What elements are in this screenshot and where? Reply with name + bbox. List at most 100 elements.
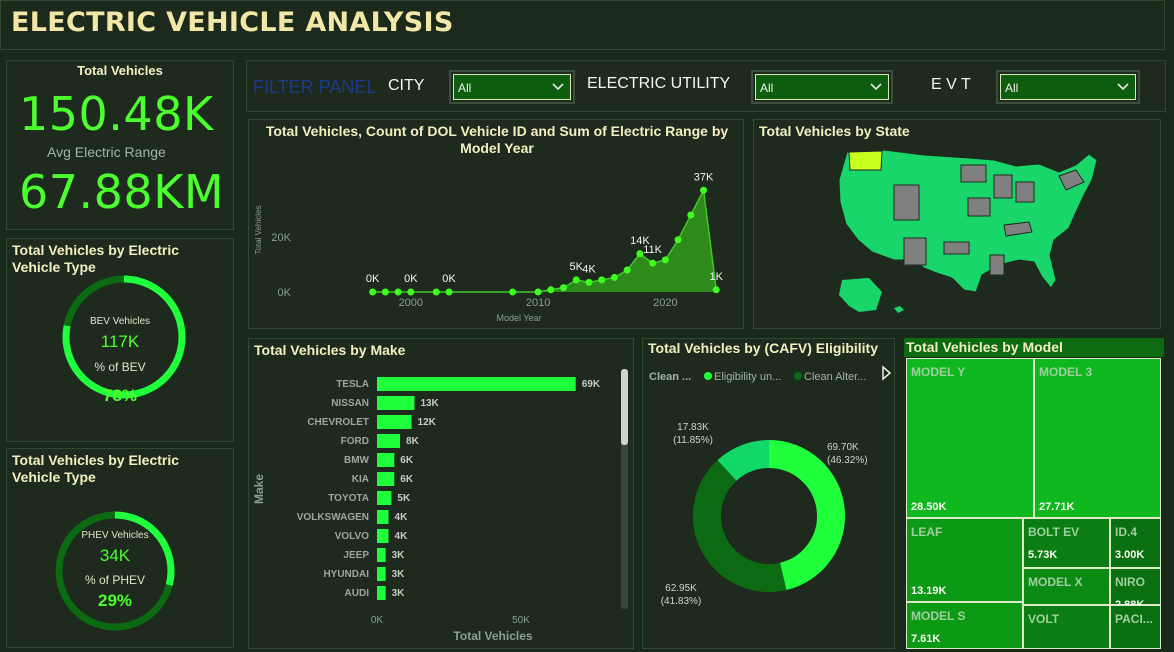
treemap-tile-model-s[interactable]: MODEL S 7.61K	[906, 602, 1023, 649]
city-dropdown[interactable]: All	[449, 70, 575, 104]
legend-title: Clean ...	[649, 371, 691, 383]
area-fill	[372, 190, 717, 292]
treemap-tile-value: 27.71K	[1039, 501, 1075, 513]
area-data-label: 14K	[630, 235, 650, 247]
treemap-tile-value: 13.19K	[911, 585, 947, 597]
area-point	[560, 284, 568, 292]
treemap-tile-model-x[interactable]: MODEL X	[1023, 568, 1110, 605]
bev-card: Total Vehicles by Electric Vehicle Type …	[6, 238, 234, 442]
slice-value-label: 17.83K	[677, 422, 709, 433]
legend-swatch-eligibility	[704, 372, 712, 380]
bar-volvo	[377, 529, 389, 543]
treemap-tile-id-4[interactable]: ID.4 3.00K	[1110, 518, 1161, 568]
evt-dropdown-value: All	[1005, 81, 1019, 95]
area-point	[610, 273, 618, 281]
area-point	[649, 259, 657, 267]
bar-tesla	[377, 377, 576, 391]
phev-ring-label: PHEV Vehicles	[81, 530, 149, 541]
bar-volkswagen	[377, 510, 389, 524]
scrollbar-thumb[interactable]	[621, 369, 628, 445]
treemap-tile-name: MODEL X	[1028, 575, 1083, 589]
treemap-tile-leaf[interactable]: LEAF 13.19K	[906, 518, 1023, 602]
kpi-avg-value: 67.88KM	[19, 165, 225, 219]
x-axis-title: Model Year	[496, 313, 541, 323]
area-point	[712, 286, 720, 294]
legend-next-icon[interactable]	[882, 365, 892, 381]
slice-value-label: 62.95K	[665, 583, 697, 594]
bar-jeep	[377, 548, 386, 562]
filter-panel-label: FILTER PANEL	[253, 77, 377, 97]
map-state-gray-nm	[903, 237, 927, 266]
evt-filter-label: E V T	[931, 76, 971, 93]
bar-value-label: 5K	[397, 493, 411, 504]
chevron-down-icon	[552, 83, 564, 91]
map-state-gray-wi	[993, 174, 1013, 199]
slice-not-eligible	[717, 440, 770, 482]
model-treemap-title: Total Vehicles by Model	[906, 339, 1063, 355]
bar-nissan	[377, 396, 415, 410]
area-data-label: 1K	[710, 271, 724, 283]
treemap-tile-name: NIRO	[1115, 575, 1145, 589]
area-point	[661, 256, 669, 264]
bar-value-label: 3K	[392, 569, 406, 580]
bar-value-label: 3K	[392, 588, 406, 599]
bar-category-label: KIA	[352, 474, 369, 485]
area-point	[636, 250, 644, 258]
treemap-tile-bolt-ev[interactable]: BOLT EV 5.73K	[1023, 518, 1110, 568]
bar-category-label: BMW	[344, 455, 370, 466]
treemap-tile-model-y[interactable]: MODEL Y 28.50K	[906, 358, 1034, 518]
slice-pct-label: (11.85%)	[673, 435, 713, 446]
bar-chevrolet	[377, 415, 412, 429]
area-point	[598, 276, 606, 284]
bar-value-label: 4K	[395, 512, 409, 523]
slice-pct-label: (46.32%)	[827, 455, 868, 466]
utility-dropdown[interactable]: All	[751, 70, 893, 104]
treemap-tile-niro[interactable]: NIRO2.88K	[1110, 568, 1161, 611]
bar-ford	[377, 434, 401, 448]
bev-ring-label: BEV Vehicles	[89, 316, 151, 327]
bar-value-label: 3K	[392, 550, 406, 561]
area-point	[572, 276, 580, 284]
kpi-card: Total Vehicles 150.48K Avg Electric Rang…	[6, 60, 234, 230]
x-tick-label: 50K	[512, 615, 530, 626]
bar-category-label: TESLA	[336, 379, 369, 390]
map-alaska	[839, 278, 882, 312]
bev-ring-value: 117K	[100, 332, 140, 351]
map-state-gray-ny	[1058, 169, 1085, 191]
utility-dropdown-value: All	[760, 81, 774, 95]
treemap-tile-model-3[interactable]: MODEL 3 27.71K	[1034, 358, 1161, 518]
bar-value-label: 12K	[418, 417, 437, 428]
legend-label-clean-alt: Clean Alter...	[804, 371, 866, 383]
bar-audi	[377, 586, 386, 600]
phev-gauge-fill	[55, 511, 175, 631]
y-tick-label: 20K	[271, 232, 291, 244]
x-tick-label: 2000	[399, 297, 423, 309]
treemap-tile-name: LEAF	[911, 525, 943, 539]
treemap-tile-value: 28.50K	[911, 501, 947, 513]
treemap-tile-name: BOLT EV	[1028, 525, 1080, 539]
treemap-tile-paci[interactable]: PACI...	[1110, 605, 1161, 649]
page-title: ELECTRIC VEHICLE ANALYSIS	[11, 7, 454, 38]
area-data-label: 0K	[404, 273, 418, 285]
phev-ring-value: 34K	[99, 546, 131, 565]
bar-category-label: AUDI	[345, 588, 370, 599]
evt-dropdown[interactable]: All	[996, 70, 1140, 104]
treemap-tile-volt[interactable]: VOLT	[1023, 605, 1110, 649]
bar-category-label: NISSAN	[331, 398, 369, 409]
area-point	[432, 288, 440, 296]
phev-gauge	[55, 511, 175, 631]
bar-category-label: HYUNDAI	[323, 569, 369, 580]
make-chart-title: Total Vehicles by Make	[254, 342, 406, 358]
area-point	[674, 236, 682, 244]
bar-category-label: TOYOTA	[328, 493, 369, 504]
x-tick-label: 2020	[653, 297, 677, 309]
y-axis-title: Total Vehicles	[254, 206, 263, 255]
make-bar-chart: TESLA 69K NISSAN 13K CHEVROLET 12K FORD 8K BMW 6K…	[252, 369, 628, 643]
area-data-label: 0K	[442, 273, 456, 285]
bar-hyundai	[377, 567, 386, 581]
area-data-label: 4K	[582, 263, 596, 275]
area-point	[700, 186, 708, 194]
y-tick-label: 0K	[278, 287, 292, 299]
area-line	[372, 187, 718, 293]
